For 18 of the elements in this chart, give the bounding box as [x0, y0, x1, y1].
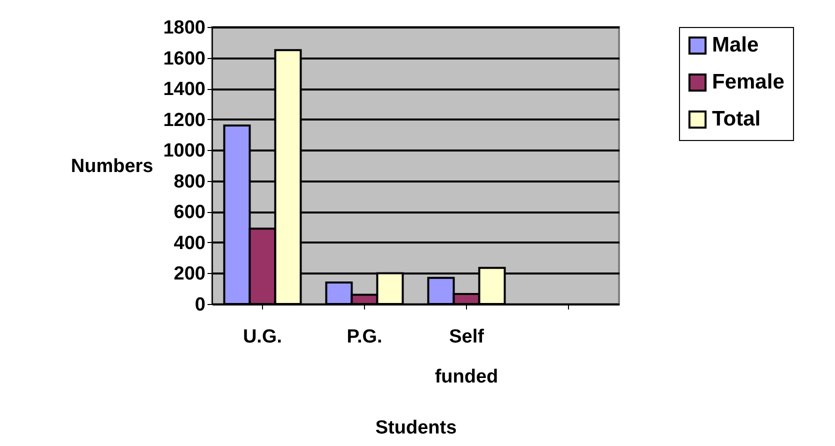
- y-tick-label: 1600: [163, 48, 206, 70]
- y-tick-label: 600: [174, 202, 206, 224]
- x-tick-label: P.G.: [346, 326, 382, 348]
- x-tick-label: U.G.: [242, 326, 282, 348]
- legend-label: Total: [712, 108, 761, 130]
- y-tick-label: 0: [194, 294, 206, 316]
- y-tick-label: 1400: [163, 79, 206, 100]
- y-tick-label: 1000: [163, 140, 206, 162]
- y-tick-label: 1200: [163, 110, 206, 131]
- x-tick-label: Self funded: [434, 326, 498, 388]
- y-axis-title: Numbers: [70, 156, 154, 177]
- y-tick-label: 800: [174, 171, 206, 192]
- legend-label: Female: [712, 70, 784, 94]
- y-tick-label: 1800: [163, 18, 206, 38]
- x-axis-title: Students: [375, 418, 457, 438]
- y-tick-label: 200: [174, 264, 206, 285]
- legend-label: Male: [712, 34, 759, 56]
- y-tick-label: 400: [174, 232, 206, 254]
